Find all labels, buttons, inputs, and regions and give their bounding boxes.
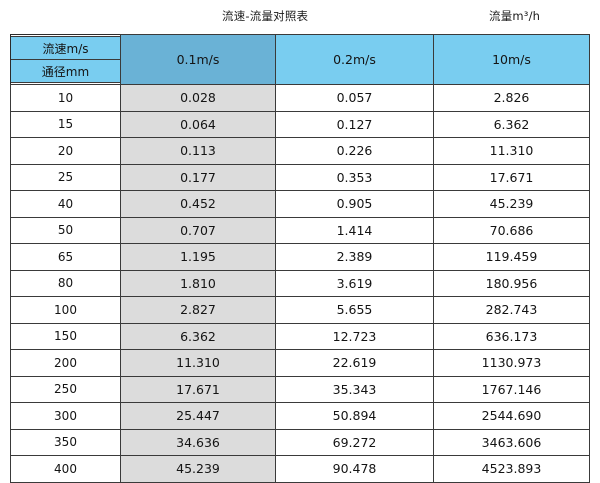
table-body: 10 0.028 0.057 2.826 15 0.064 0.127 6.362 20 0.11…: [10, 84, 590, 483]
table-row: 40 0.452 0.905 45.239: [10, 190, 590, 218]
cell-flow-at-10ms: 180.956: [433, 269, 590, 297]
corner-header-stack: 流速m/s 通径mm: [10, 36, 121, 83]
column-header-velocity-2: 0.2m/s: [275, 34, 434, 85]
table-header-row: 流速m/s 通径mm 0.1m/s 0.2m/s 10m/s: [10, 34, 590, 85]
cell-flow-at-0.1ms: 6.362: [120, 322, 276, 350]
cell-flow-at-0.1ms: 0.707: [120, 216, 276, 244]
cell-flow-at-0.1ms: 1.810: [120, 269, 276, 297]
cell-flow-at-10ms: 45.239: [433, 190, 590, 218]
cell-flow-at-0.2ms: 0.226: [275, 137, 434, 165]
cell-flow-at-0.2ms: 0.905: [275, 190, 434, 218]
cell-flow-at-0.2ms: 0.057: [275, 84, 434, 112]
cell-flow-at-0.2ms: 35.343: [275, 375, 434, 403]
column-header-velocity-1: 0.1m/s: [120, 34, 276, 85]
cell-flow-at-0.2ms: 22.619: [275, 349, 434, 377]
cell-flow-at-0.1ms: 0.064: [120, 110, 276, 138]
table-row: 200 11.310 22.619 1130.973: [10, 349, 590, 377]
table-row: 65 1.195 2.389 119.459: [10, 243, 590, 271]
corner-header-cell: 流速m/s 通径mm: [10, 35, 121, 85]
table-row: 100 2.827 5.655 282.743: [10, 296, 590, 324]
page-title: 流速-流量对照表: [222, 9, 309, 23]
cell-nominal-diameter: 25: [10, 163, 121, 191]
cell-nominal-diameter: 350: [10, 428, 121, 456]
table-row: 80 1.810 3.619 180.956: [10, 269, 590, 297]
cell-nominal-diameter: 150: [10, 322, 121, 350]
cell-flow-at-10ms: 1130.973: [433, 349, 590, 377]
cell-flow-at-0.1ms: 0.113: [120, 137, 276, 165]
cell-nominal-diameter: 400: [10, 455, 121, 483]
cell-flow-at-10ms: 70.686: [433, 216, 590, 244]
caption-row: 流速-流量对照表 流量m³/h: [0, 0, 600, 32]
cell-flow-at-0.2ms: 1.414: [275, 216, 434, 244]
corner-header-diameter-label: 通径mm: [10, 59, 121, 83]
table-row: 20 0.113 0.226 11.310: [10, 137, 590, 165]
table-header: 流速m/s 通径mm 0.1m/s 0.2m/s 10m/s: [10, 34, 590, 85]
cell-nominal-diameter: 250: [10, 375, 121, 403]
cell-flow-at-0.1ms: 1.195: [120, 243, 276, 271]
cell-nominal-diameter: 10: [10, 84, 121, 112]
cell-flow-at-0.1ms: 0.028: [120, 84, 276, 112]
table-row: 25 0.177 0.353 17.671: [10, 163, 590, 191]
cell-flow-at-0.2ms: 12.723: [275, 322, 434, 350]
cell-flow-at-0.2ms: 69.272: [275, 428, 434, 456]
column-header-velocity-3: 10m/s: [433, 34, 590, 85]
cell-nominal-diameter: 80: [10, 269, 121, 297]
cell-flow-at-0.2ms: 50.894: [275, 402, 434, 430]
cell-flow-at-10ms: 17.671: [433, 163, 590, 191]
cell-flow-at-10ms: 2544.690: [433, 402, 590, 430]
cell-flow-at-0.2ms: 2.389: [275, 243, 434, 271]
table-row: 400 45.239 90.478 4523.893: [10, 455, 590, 483]
cell-flow-at-10ms: 11.310: [433, 137, 590, 165]
cell-nominal-diameter: 65: [10, 243, 121, 271]
flow-velocity-table: 流速m/s 通径mm 0.1m/s 0.2m/s 10m/s 10 0.028 0.…: [10, 34, 590, 483]
table-row: 250 17.671 35.343 1767.146: [10, 375, 590, 403]
cell-nominal-diameter: 100: [10, 296, 121, 324]
cell-nominal-diameter: 20: [10, 137, 121, 165]
cell-flow-at-10ms: 119.459: [433, 243, 590, 271]
table-row: 15 0.064 0.127 6.362: [10, 110, 590, 138]
cell-flow-at-0.1ms: 34.636: [120, 428, 276, 456]
cell-flow-at-10ms: 636.173: [433, 322, 590, 350]
cell-flow-at-0.1ms: 17.671: [120, 375, 276, 403]
cell-flow-at-0.1ms: 45.239: [120, 455, 276, 483]
cell-flow-at-10ms: 2.826: [433, 84, 590, 112]
cell-flow-at-0.1ms: 0.452: [120, 190, 276, 218]
table-row: 50 0.707 1.414 70.686: [10, 216, 590, 244]
corner-header-velocity-label: 流速m/s: [10, 36, 121, 60]
cell-nominal-diameter: 15: [10, 110, 121, 138]
cell-nominal-diameter: 300: [10, 402, 121, 430]
cell-flow-at-0.2ms: 0.127: [275, 110, 434, 138]
cell-flow-at-10ms: 282.743: [433, 296, 590, 324]
cell-nominal-diameter: 50: [10, 216, 121, 244]
cell-flow-at-10ms: 6.362: [433, 110, 590, 138]
cell-nominal-diameter: 40: [10, 190, 121, 218]
cell-flow-at-0.2ms: 0.353: [275, 163, 434, 191]
cell-flow-at-0.1ms: 25.447: [120, 402, 276, 430]
flow-velocity-table-container: 流速m/s 通径mm 0.1m/s 0.2m/s 10m/s 10 0.028 0.…: [10, 34, 590, 483]
flow-unit-label: 流量m³/h: [489, 9, 541, 23]
cell-flow-at-0.2ms: 90.478: [275, 455, 434, 483]
table-row: 10 0.028 0.057 2.826: [10, 84, 590, 112]
cell-nominal-diameter: 200: [10, 349, 121, 377]
cell-flow-at-0.1ms: 0.177: [120, 163, 276, 191]
cell-flow-at-0.2ms: 5.655: [275, 296, 434, 324]
cell-flow-at-0.1ms: 11.310: [120, 349, 276, 377]
table-row: 150 6.362 12.723 636.173: [10, 322, 590, 350]
cell-flow-at-10ms: 1767.146: [433, 375, 590, 403]
table-row: 350 34.636 69.272 3463.606: [10, 428, 590, 456]
cell-flow-at-10ms: 3463.606: [433, 428, 590, 456]
cell-flow-at-10ms: 4523.893: [433, 455, 590, 483]
table-row: 300 25.447 50.894 2544.690: [10, 402, 590, 430]
cell-flow-at-0.1ms: 2.827: [120, 296, 276, 324]
cell-flow-at-0.2ms: 3.619: [275, 269, 434, 297]
